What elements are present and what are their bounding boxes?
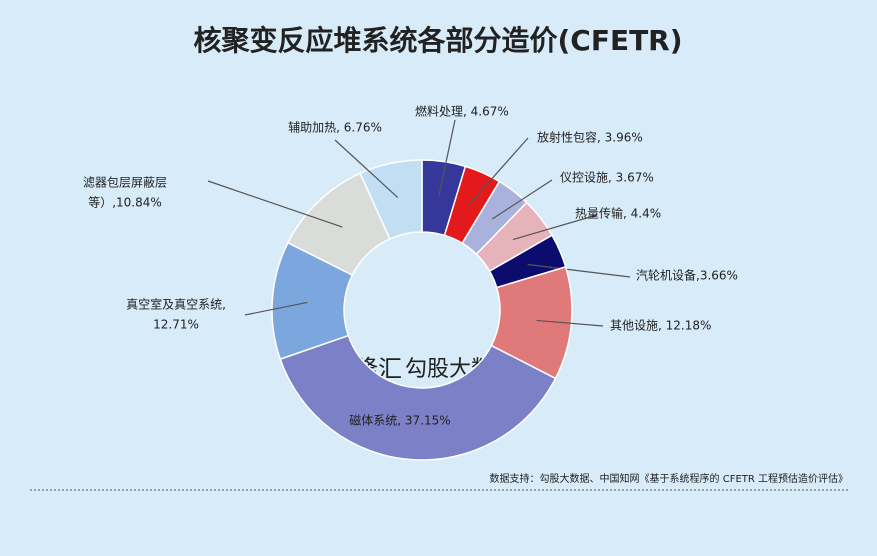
leader-line bbox=[468, 137, 529, 206]
chart-title: 核聚变反应堆系统各部分造价(CFETR) bbox=[193, 24, 682, 57]
data-label: 其他设施, 12.18% bbox=[610, 319, 711, 333]
leader-line bbox=[207, 180, 343, 228]
data-label: 燃料处理, 4.67% bbox=[415, 104, 509, 119]
leader-line bbox=[536, 319, 604, 327]
data-label: 真空室及真空系统, bbox=[126, 297, 226, 312]
data-label: 热量传输, 4.4% bbox=[575, 206, 661, 221]
leader-line bbox=[334, 139, 399, 199]
data-label: 等）,10.84% bbox=[88, 196, 162, 210]
leader-line bbox=[527, 263, 631, 278]
leader-line bbox=[244, 301, 308, 316]
data-label: 放射性包容, 3.96% bbox=[537, 130, 643, 145]
data-label: 辅助加热, 6.76% bbox=[288, 121, 382, 135]
leader-line bbox=[491, 179, 553, 220]
donut-slice bbox=[359, 159, 423, 240]
data-label: 仪控设施, 3.67% bbox=[560, 171, 654, 185]
data-label: 滤器包层屏蔽层 bbox=[83, 176, 167, 190]
leader-line bbox=[512, 214, 598, 241]
data-label: 磁体系统, 37.15% bbox=[349, 413, 450, 428]
donut-slice bbox=[279, 334, 557, 461]
data-label: 汽轮机设备,3.66% bbox=[636, 268, 738, 283]
source-note: 数据支持：勾股大数据、中国知网《基于系统程序的 CFETR 工程预估造价评估》 bbox=[490, 472, 848, 485]
leader-line bbox=[438, 119, 456, 197]
data-label: 12.71% bbox=[153, 318, 199, 332]
